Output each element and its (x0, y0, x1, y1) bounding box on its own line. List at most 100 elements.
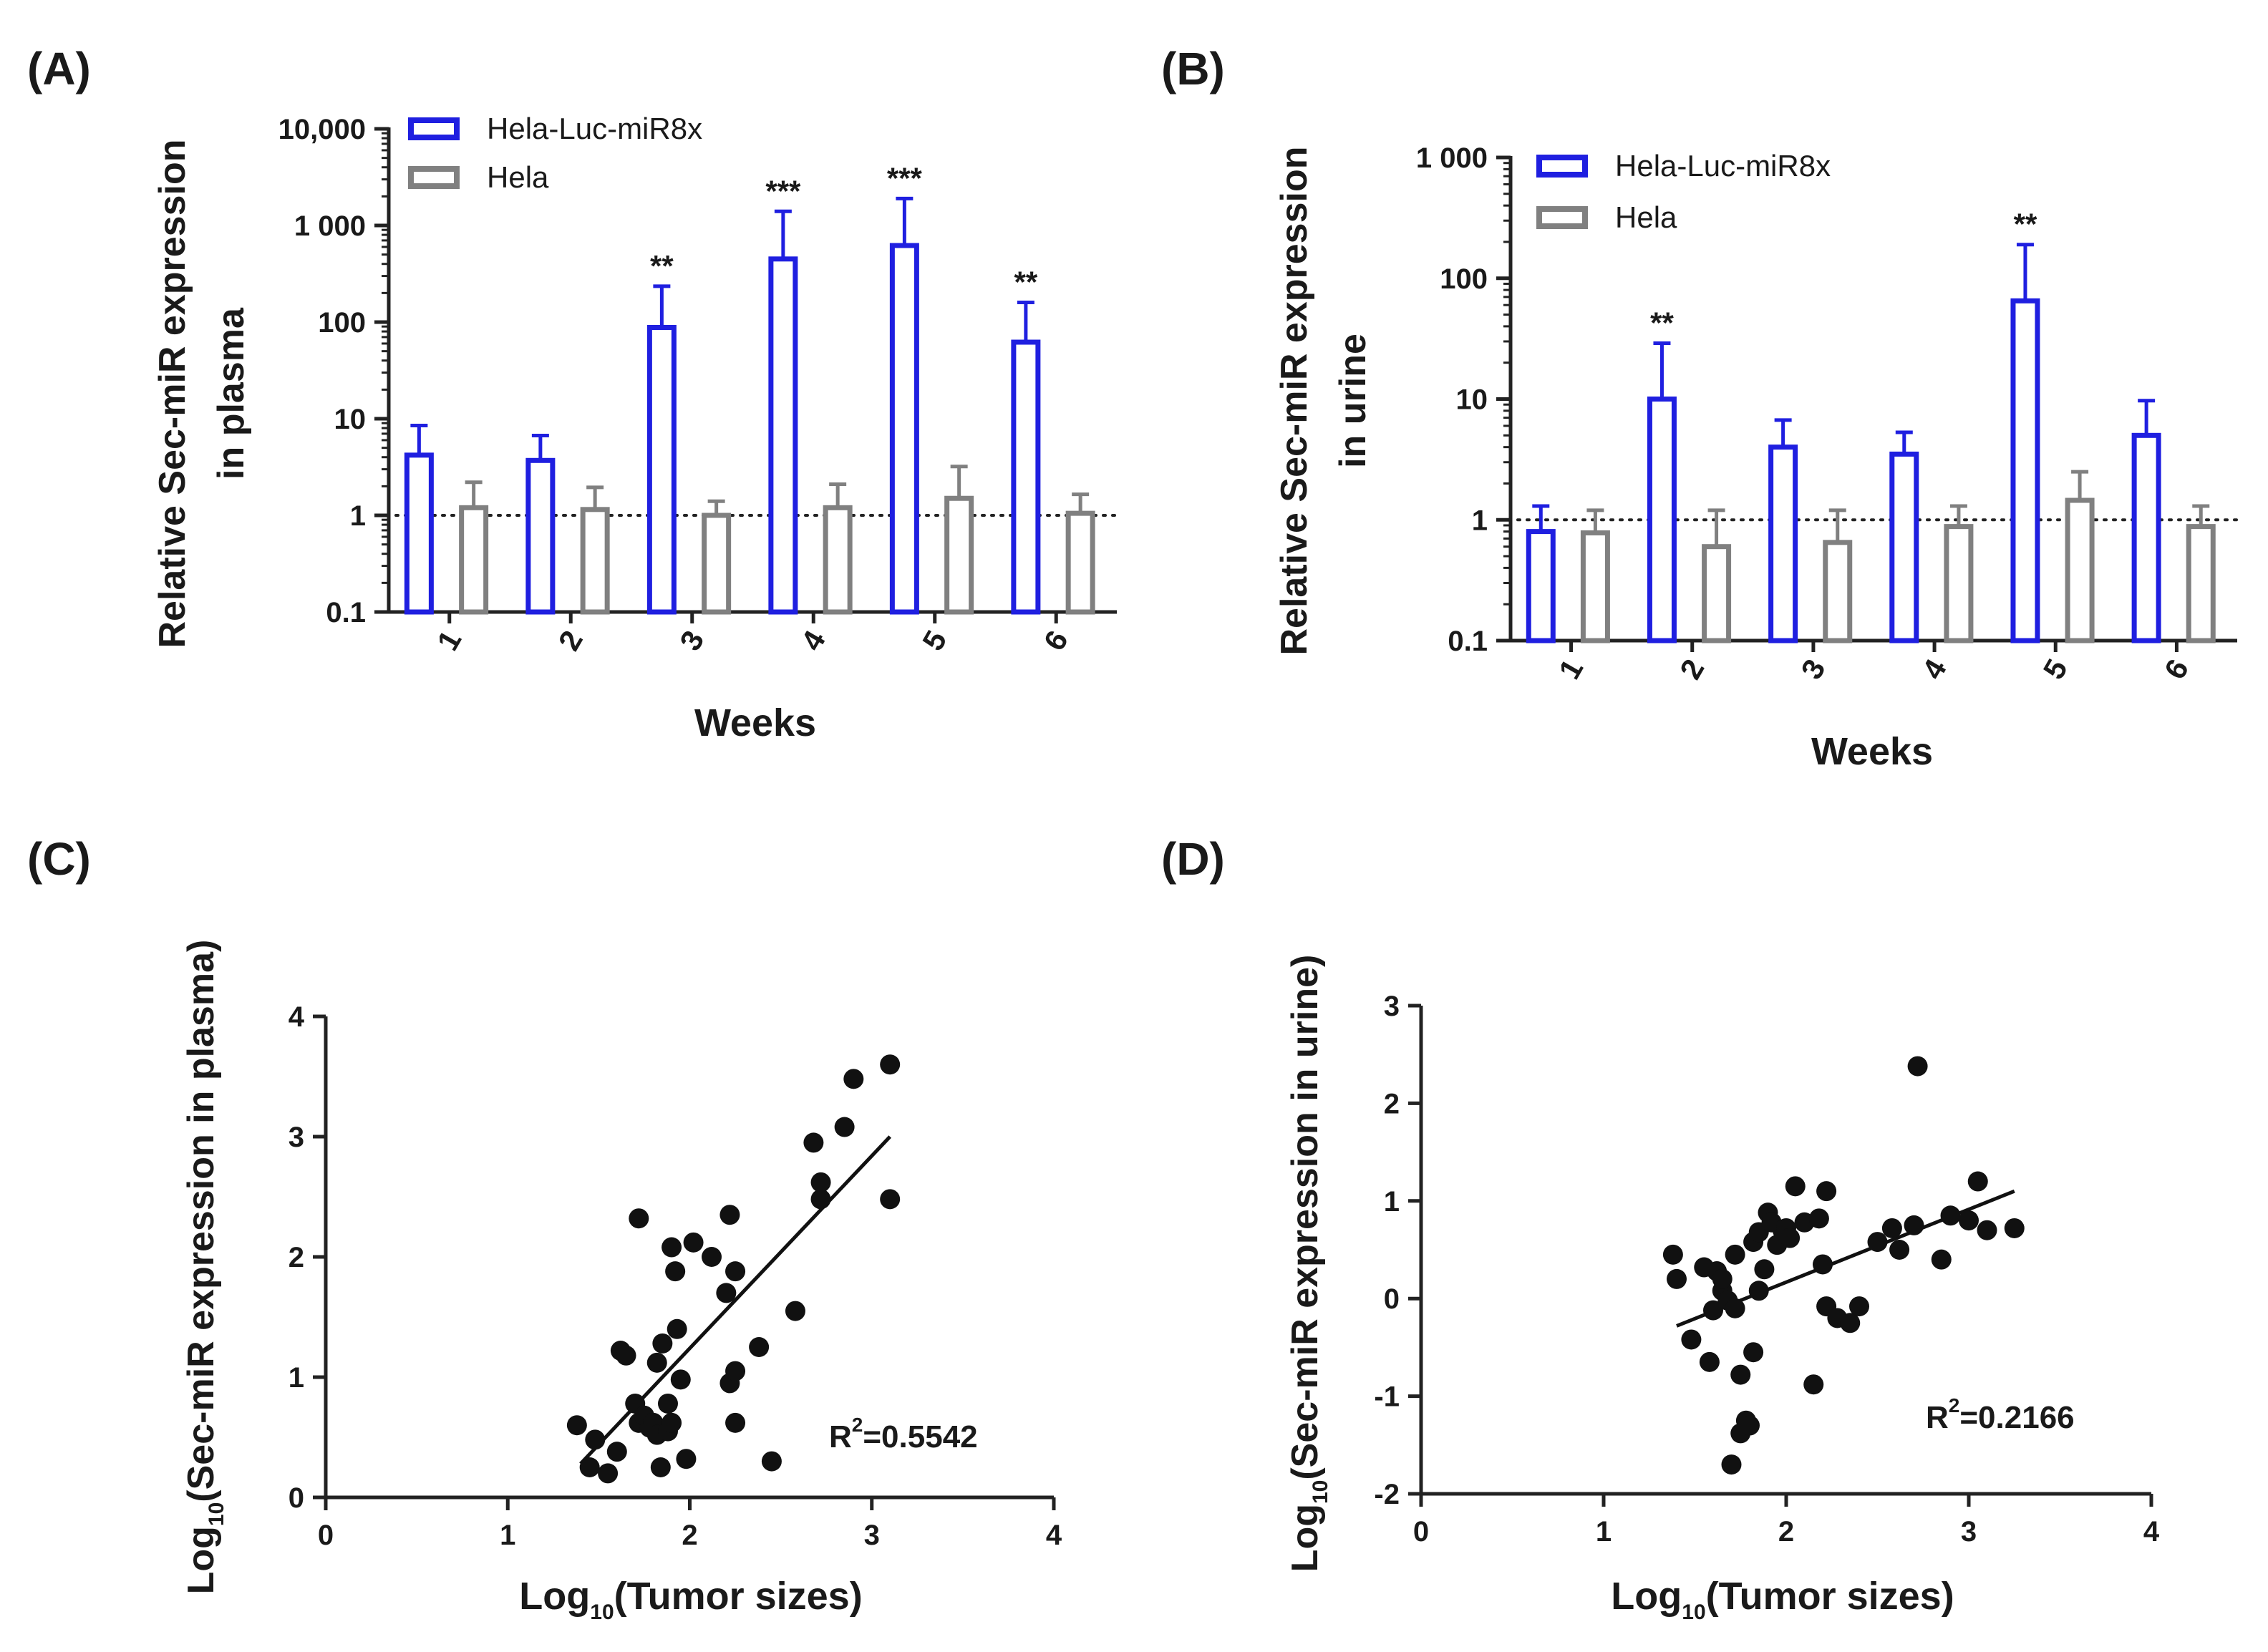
panel-c-letter: (C) (27, 833, 91, 885)
panel-b-bar-miR8x (2131, 432, 2161, 643)
panel-c-xlabel-prefix: Log (519, 1575, 590, 1618)
panel-c-data-point (880, 1054, 901, 1075)
panel-c-data-point (803, 1132, 824, 1153)
panel-a-significance: *** (765, 174, 801, 208)
panel-d-x-tick-label: 0 (1413, 1516, 1429, 1547)
panel-c-data-point (725, 1412, 746, 1433)
panel-a-bar-hela (944, 495, 974, 615)
panel-d-data-point (1730, 1364, 1751, 1385)
legend-b-swatch-1 (1536, 155, 1588, 178)
panel-d-data-point (1849, 1296, 1869, 1317)
panel-a-y-tick-label: 0.1 (326, 597, 366, 628)
panel-a-bar-miR8x (646, 324, 677, 615)
legend-b-label-1: Hela-Luc-miR8x (1615, 149, 1831, 183)
panel-c-data-point (665, 1261, 686, 1282)
panel-b-ylabel-line1: Relative Sec-miR expression (1274, 147, 1315, 656)
panel-a-bar-miR8x (525, 457, 556, 615)
panel-a-plot: 0.1 1 10 100 1 000 10,000 1 2 3 ** 4 *** 5 *** 6 ** (278, 114, 1118, 656)
panel-d-y-tick-label: 0 (1384, 1283, 1400, 1315)
panel-a-letter: (A) (27, 43, 91, 94)
panel-d-r2: R2=0.2166 (1926, 1394, 2075, 1435)
legend-b-swatch-2 (1536, 206, 1588, 229)
panel-d-data-point (1743, 1342, 1764, 1363)
panel-a-bar-miR8x (404, 452, 434, 615)
panel-c-data-point (810, 1189, 831, 1210)
panel-c-ylabel-rest: (Sec-miR expression in plasma) (180, 940, 222, 1502)
panel-d-data-point (1703, 1300, 1723, 1321)
panel-c-ylabel: Log10(Sec-miR expression in plasma) (180, 940, 228, 1595)
panel-a-legend: Hela-Luc-miR8x Hela (408, 112, 702, 194)
panel-c-data-point (843, 1069, 864, 1089)
panel-d-xlabel-rest: (Tumor sizes) (1706, 1575, 1954, 1618)
panel-d-data-point (1867, 1232, 1888, 1253)
panel-d-data-point (1725, 1244, 1745, 1265)
panel-d-data-point (1754, 1259, 1775, 1280)
panel-c-data-point (716, 1283, 737, 1303)
panel-c-data-point (834, 1117, 855, 1137)
panel-d-ylabel-prefix: Log (1284, 1504, 1326, 1572)
panel-d-xlabel: Log10(Tumor sizes) (1611, 1575, 1954, 1624)
panel-d-data-point (1959, 1210, 1979, 1231)
panel-c-data-point (810, 1172, 831, 1192)
panel-b-significance: ** (1650, 306, 1674, 339)
panel-d-xlabel-prefix: Log (1611, 1575, 1682, 1618)
panel-a-bar-hela (823, 505, 853, 615)
panel-b-y-tick-label: 0.1 (1448, 626, 1488, 657)
panel-d-data-point (1889, 1240, 1910, 1260)
panel-c-data-point (616, 1345, 636, 1366)
panel-c-r2-prefix: R (829, 1419, 852, 1454)
panel-a-x-tick-label: 4 (795, 624, 833, 656)
panel-b-x-tick-label: 6 (2158, 653, 2195, 685)
panel-b-y-tick-label: 100 (1440, 263, 1488, 295)
panel-b-bar-miR8x (1647, 397, 1677, 643)
panel-d-data-point (1904, 1215, 1924, 1235)
panel-c-data-point (676, 1449, 697, 1469)
panel-d-r2-prefix: R (1926, 1400, 1949, 1435)
panel-c-x-tick-label: 3 (864, 1520, 880, 1551)
panel-c-xlabel-sub: 10 (590, 1600, 614, 1624)
panel-d-xlabel-sub: 10 (1682, 1600, 1705, 1624)
panel-c-data-point (702, 1247, 722, 1267)
panel-c-xlabel-rest: (Tumor sizes) (614, 1575, 863, 1618)
panel-d-r2-exp: 2 (1949, 1394, 1960, 1417)
panel-d-data-point (1977, 1220, 1997, 1240)
panel-c-x-tick-label: 0 (318, 1520, 334, 1551)
panel-d-data-point (1740, 1415, 1760, 1436)
panel-d-data-point (1681, 1329, 1702, 1350)
panel-c-r2: R2=0.5542 (829, 1414, 978, 1454)
panel-a-y-tick-label: 1 (350, 500, 366, 532)
panel-d-data-point (1840, 1313, 1861, 1333)
panel-a-x-tick-label: 1 (430, 625, 467, 656)
panel-a-y-tick-label: 10,000 (278, 114, 366, 145)
panel-a-bar-miR8x (889, 243, 919, 615)
panel-d-data-point (1803, 1374, 1824, 1395)
panel-a-bar-miR8x (768, 256, 798, 615)
panel-b-bar-miR8x (1526, 529, 1556, 643)
panel-d-y-tick-label: -2 (1374, 1479, 1400, 1510)
panel-d-ylabel-sub: 10 (1309, 1480, 1332, 1504)
panel-a-bar-hela (702, 512, 732, 615)
legend-a-label-2: Hela (487, 160, 549, 194)
panel-a-y-tick-label: 1 000 (294, 210, 366, 242)
panel-c-data-point (566, 1415, 587, 1436)
panel-a-x-tick-label: 3 (673, 625, 710, 656)
panel-d-ylabel: Log10(Sec-miR expression in urine) (1284, 955, 1332, 1573)
panel-b-bar-hela (1944, 524, 1974, 643)
panel-d-y-tick-label: 2 (1384, 1088, 1400, 1119)
panel-d-data-point (1931, 1249, 1952, 1270)
panel-a-significance: ** (650, 249, 674, 283)
panel-c-y-tick-label: 4 (289, 1001, 305, 1033)
panel-d-data-point (1907, 1056, 1928, 1077)
panel-d-data-point (1881, 1218, 1902, 1238)
panel-d-data-point (1816, 1181, 1837, 1202)
panel-c-xlabel: Log10(Tumor sizes) (519, 1575, 862, 1624)
panel-b: (B) Relative Sec-miR expression in urine… (1161, 43, 2239, 773)
panel-d-x-tick-label: 2 (1778, 1516, 1794, 1547)
panel-c-data-point (761, 1451, 782, 1472)
panel-d-data-point (1725, 1298, 1745, 1318)
panel-c-ylabel-sub: 10 (205, 1502, 228, 1526)
panel-c-data-point (579, 1457, 600, 1477)
panel-c-data-point (725, 1361, 746, 1381)
panel-c-data-point (662, 1237, 682, 1258)
